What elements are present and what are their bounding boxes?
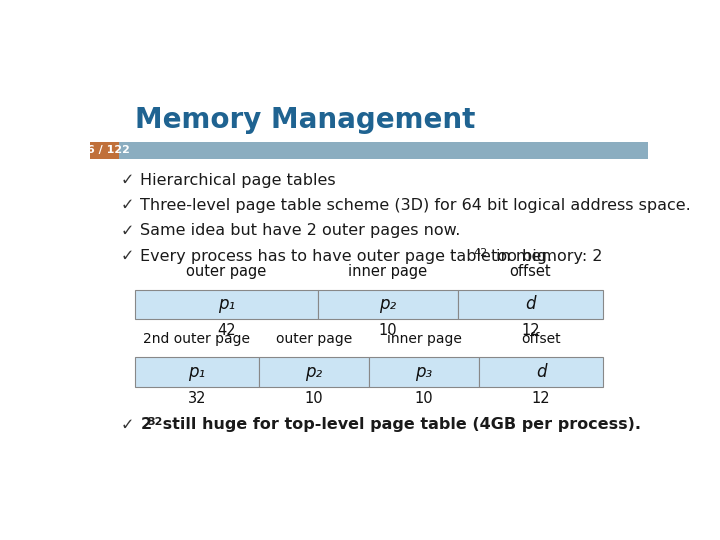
Text: still huge for top-level page table (4GB per process).: still huge for top-level page table (4GB… (158, 417, 642, 433)
Text: outer page: outer page (186, 264, 266, 279)
Text: outer page: outer page (276, 332, 352, 346)
Bar (369, 357, 479, 387)
Bar (135, 289, 318, 319)
Text: 10: 10 (379, 323, 397, 338)
Text: ✓: ✓ (120, 249, 134, 264)
Text: p₁: p₁ (217, 295, 235, 313)
Text: too big.: too big. (486, 249, 552, 264)
Text: Memory Management: Memory Management (135, 106, 475, 134)
Text: p₃: p₃ (415, 363, 433, 381)
Text: 66 / 122: 66 / 122 (79, 145, 130, 156)
Text: Hierarchical page tables: Hierarchical page tables (140, 173, 336, 187)
Bar (135, 357, 259, 387)
Text: Three-level page table scheme (3D) for 64 bit logical address space.: Three-level page table scheme (3D) for 6… (140, 198, 691, 213)
Text: offset: offset (521, 332, 561, 346)
Text: d: d (536, 363, 546, 381)
Text: ✓: ✓ (120, 417, 134, 433)
Text: ✓: ✓ (120, 198, 134, 213)
Text: inner page: inner page (387, 332, 462, 346)
Text: 12: 12 (531, 390, 550, 406)
Text: 42: 42 (474, 248, 488, 258)
Text: 42: 42 (217, 323, 235, 338)
Bar (458, 289, 603, 319)
Bar (479, 357, 603, 387)
Text: Every process has to have outer page table in memory: 2: Every process has to have outer page tab… (140, 249, 603, 264)
Bar (90, 142, 120, 159)
Text: ✓: ✓ (120, 173, 134, 187)
Text: d: d (526, 295, 536, 313)
Text: p₁: p₁ (189, 363, 205, 381)
Text: 32: 32 (148, 417, 163, 427)
Text: offset: offset (510, 264, 552, 279)
Text: 2: 2 (140, 417, 151, 433)
Text: inner page: inner page (348, 264, 427, 279)
Bar (318, 289, 458, 319)
Text: ✓: ✓ (120, 224, 134, 239)
Text: 10: 10 (305, 390, 323, 406)
Bar (120, 142, 648, 159)
Text: p₂: p₂ (379, 295, 396, 313)
Text: p₂: p₂ (305, 363, 323, 381)
Text: 12: 12 (521, 323, 540, 338)
Text: 32: 32 (188, 390, 206, 406)
Text: 10: 10 (415, 390, 433, 406)
Text: Same idea but have 2 outer pages now.: Same idea but have 2 outer pages now. (140, 224, 461, 239)
Bar (259, 357, 369, 387)
Text: 2nd outer page: 2nd outer page (143, 332, 251, 346)
